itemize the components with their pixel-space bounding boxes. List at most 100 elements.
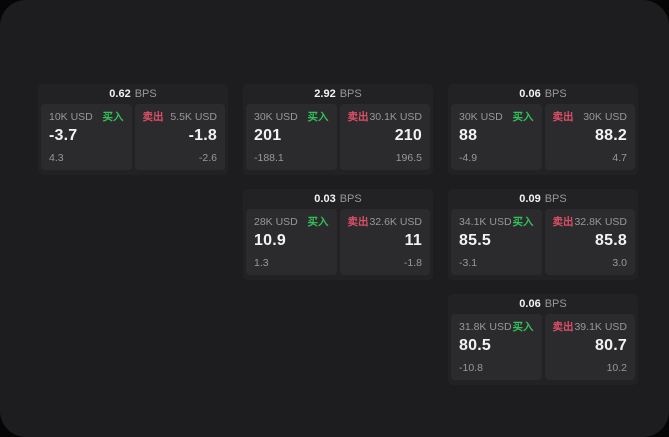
bps-value: 0.06 (519, 298, 541, 310)
buy-change: 4.3 (49, 152, 64, 164)
quote-card-body: 30K USD 买入 88 -4.9 卖出 30K USD 88.2 4.7 (448, 104, 638, 175)
sell-size: 5.5K USD (170, 111, 217, 123)
sell-pane-top: 卖出 32.8K USD (553, 216, 628, 228)
bps-unit-label: BPS (544, 193, 567, 205)
buy-label: 买入 (102, 111, 124, 123)
quote-card-body: 34.1K USD 买入 85.5 -3.1 卖出 32.8K USD 85.8… (448, 209, 638, 280)
bps-unit-label: BPS (339, 193, 362, 205)
sell-price: 85.8 (595, 232, 627, 249)
bps-value: 0.03 (314, 193, 336, 205)
buy-pane[interactable]: 30K USD 买入 88 -4.9 (451, 104, 542, 170)
bps-value: 0.62 (109, 88, 131, 100)
quote-card: 0.06 BPS 31.8K USD 买入 80.5 -10.8 卖出 39.1… (448, 294, 638, 385)
quote-card: 0.09 BPS 34.1K USD 买入 85.5 -3.1 卖出 32.8K… (448, 189, 638, 280)
sell-price: 210 (394, 127, 422, 144)
bps-header: 0.06 BPS (448, 294, 638, 314)
quote-card: 0.62 BPS 10K USD 买入 -3.7 4.3 卖出 5.5K USD (38, 84, 228, 175)
buy-pane-top: 10K USD 买入 (49, 111, 124, 123)
buy-price: 201 (254, 127, 282, 144)
sell-change: -1.8 (403, 257, 422, 269)
buy-change: 1.3 (254, 257, 269, 269)
buy-size: 30K USD (254, 111, 298, 123)
buy-pane[interactable]: 10K USD 买入 -3.7 4.3 (41, 104, 132, 170)
sell-change: 196.5 (395, 152, 422, 164)
sell-label: 卖出 (347, 111, 369, 123)
buy-pane-top: 28K USD 买入 (254, 216, 329, 228)
quote-card-body: 31.8K USD 买入 80.5 -10.8 卖出 39.1K USD 80.… (448, 314, 638, 385)
sell-pane[interactable]: 卖出 32.8K USD 85.8 3.0 (544, 209, 635, 275)
bps-value: 0.06 (519, 88, 541, 100)
buy-change: -10.8 (459, 362, 483, 374)
bps-header: 0.09 BPS (448, 189, 638, 209)
sell-change: 10.2 (606, 362, 627, 374)
bps-header: 2.92 BPS (243, 84, 433, 104)
sell-pane[interactable]: 卖出 5.5K USD -1.8 -2.6 (134, 104, 225, 170)
sell-label: 卖出 (142, 111, 164, 123)
sell-change: -2.6 (198, 152, 217, 164)
buy-change: -188.1 (254, 152, 284, 164)
sell-pane-top: 卖出 32.6K USD (348, 216, 423, 228)
bps-value: 2.92 (314, 88, 336, 100)
buy-pane[interactable]: 34.1K USD 买入 85.5 -3.1 (451, 209, 542, 275)
bps-value: 0.09 (519, 193, 541, 205)
sell-pane[interactable]: 卖出 32.6K USD 11 -1.8 (339, 209, 430, 275)
quote-card-body: 28K USD 买入 10.9 1.3 卖出 32.6K USD 11 -1.8 (243, 209, 433, 280)
sell-change: 4.7 (612, 152, 627, 164)
buy-price: 10.9 (254, 232, 286, 249)
sell-size: 30K USD (583, 111, 627, 123)
sell-pane-top: 卖出 30.1K USD (348, 111, 423, 123)
buy-size: 30K USD (459, 111, 503, 123)
quote-card: 0.06 BPS 30K USD 买入 88 -4.9 卖出 30K USD (448, 84, 638, 175)
sell-size: 39.1K USD (574, 321, 627, 333)
sell-change: 3.0 (612, 257, 627, 269)
sell-pane[interactable]: 卖出 30K USD 88.2 4.7 (544, 104, 635, 170)
buy-label: 买入 (512, 111, 534, 123)
buy-size: 34.1K USD (459, 216, 512, 228)
quote-card-body: 10K USD 买入 -3.7 4.3 卖出 5.5K USD -1.8 -2.… (38, 104, 228, 175)
sell-price: 11 (404, 232, 422, 249)
sell-label: 卖出 (552, 111, 574, 123)
sell-price: -1.8 (188, 127, 217, 144)
quote-grid: 0.62 BPS 10K USD 买入 -3.7 4.3 卖出 5.5K USD (38, 84, 638, 385)
sell-size: 30.1K USD (369, 111, 422, 123)
sell-price: 88.2 (595, 127, 627, 144)
buy-pane[interactable]: 28K USD 买入 10.9 1.3 (246, 209, 337, 275)
sell-pane-top: 卖出 39.1K USD (553, 321, 628, 333)
buy-pane-top: 30K USD 买入 (459, 111, 534, 123)
buy-label: 买入 (307, 216, 329, 228)
sell-price: 80.7 (595, 337, 627, 354)
bps-header: 0.03 BPS (243, 189, 433, 209)
buy-size: 28K USD (254, 216, 298, 228)
bps-header: 0.62 BPS (38, 84, 228, 104)
buy-change: -4.9 (459, 152, 478, 164)
sell-pane[interactable]: 卖出 30.1K USD 210 196.5 (339, 104, 430, 170)
sell-pane-top: 卖出 5.5K USD (143, 111, 218, 123)
bps-header: 0.06 BPS (448, 84, 638, 104)
quote-card: 2.92 BPS 30K USD 买入 201 -188.1 卖出 30.1K … (243, 84, 433, 175)
quote-card-body: 30K USD 买入 201 -188.1 卖出 30.1K USD 210 1… (243, 104, 433, 175)
buy-price: 88 (459, 127, 478, 144)
sell-pane[interactable]: 卖出 39.1K USD 80.7 10.2 (544, 314, 635, 380)
buy-size: 10K USD (49, 111, 93, 123)
sell-pane-top: 卖出 30K USD (553, 111, 628, 123)
bps-unit-label: BPS (544, 298, 567, 310)
quote-card: 0.03 BPS 28K USD 买入 10.9 1.3 卖出 32.6K US… (243, 189, 433, 280)
sell-label: 卖出 (552, 321, 574, 333)
buy-label: 买入 (307, 111, 329, 123)
bps-unit-label: BPS (134, 88, 157, 100)
buy-label: 买入 (512, 321, 534, 333)
sell-size: 32.8K USD (574, 216, 627, 228)
buy-price: 85.5 (459, 232, 491, 249)
bps-unit-label: BPS (339, 88, 362, 100)
buy-size: 31.8K USD (459, 321, 512, 333)
buy-label: 买入 (512, 216, 534, 228)
buy-pane[interactable]: 30K USD 买入 201 -188.1 (246, 104, 337, 170)
buy-pane[interactable]: 31.8K USD 买入 80.5 -10.8 (451, 314, 542, 380)
buy-pane-top: 30K USD 买入 (254, 111, 329, 123)
sell-label: 卖出 (347, 216, 369, 228)
buy-pane-top: 34.1K USD 买入 (459, 216, 534, 228)
sell-size: 32.6K USD (369, 216, 422, 228)
buy-change: -3.1 (459, 257, 478, 269)
sell-label: 卖出 (552, 216, 574, 228)
